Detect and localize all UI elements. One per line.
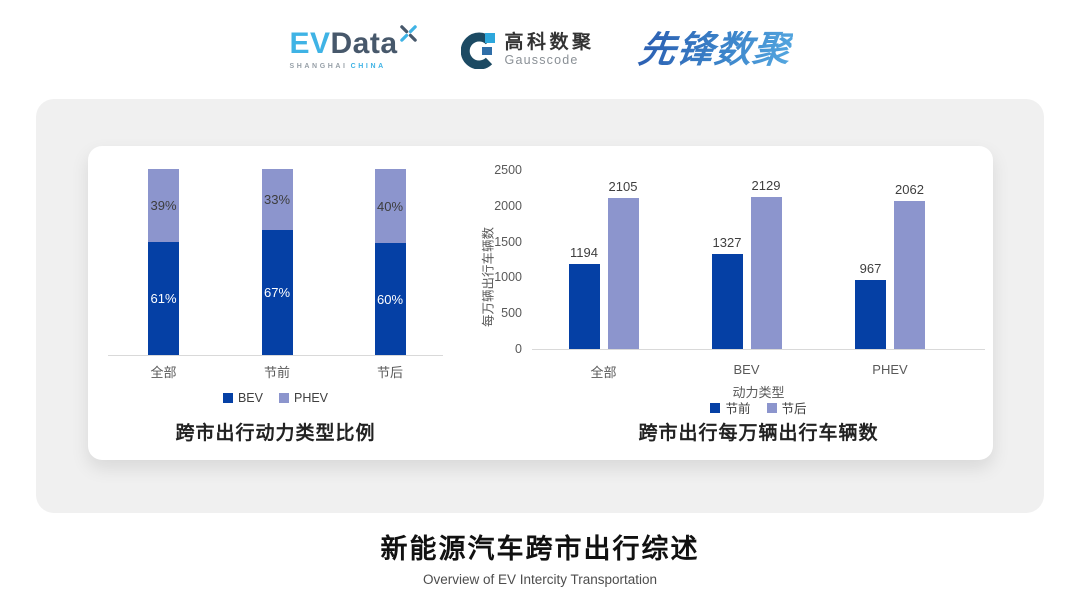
legend-swatch [222, 393, 233, 403]
bar-value-label: 1327 [712, 235, 742, 250]
bar-value-label: 967 [859, 261, 882, 276]
category-label: PHEV [872, 362, 908, 377]
y-tick-label: 1500 [494, 234, 522, 249]
gausscode-logo: 高科数聚 Gausscode [460, 31, 595, 69]
legend-label: 节后 [781, 402, 807, 416]
legend: 节前 节后 [532, 398, 985, 417]
bar-value-label: 2062 [895, 182, 924, 197]
stacked-bar: 33% 67% [261, 169, 293, 355]
y-axis-title: 每万辆出行车辆数 [481, 226, 496, 328]
y-tick-label: 1000 [494, 270, 522, 285]
page-title: 新能源汽车跨市出行综述 [380, 534, 700, 564]
gausscode-en-name: Gausscode [504, 53, 579, 68]
gausscode-cn-name: 高科数聚 [504, 31, 595, 53]
category-label: 节前 [263, 365, 290, 380]
legend-item: 节前 [710, 398, 751, 417]
legend-item: 节后 [766, 398, 807, 417]
grouped-bar [711, 254, 743, 349]
charts-panel: 39% 61% 33% 67% 40% 60% 全部 节前 节后 BEV PHEV 跨市出行动力类型比… [88, 146, 993, 460]
chart-title: 跨市出行每万辆出行车辆数 [638, 423, 879, 444]
footer: 新能源汽车跨市出行综述 Overview of EV Intercity Tra… [0, 527, 1080, 587]
category-label: 全部 [150, 365, 177, 380]
evdata-wordmark: EVData [289, 25, 417, 60]
category-label: BEV [733, 362, 760, 377]
grouped-bar [855, 280, 886, 349]
category-label: 全部 [590, 365, 617, 380]
content-card: 39% 61% 33% 67% 40% 60% 全部 节前 节后 BEV PHEV 跨市出行动力类型比… [36, 99, 1044, 513]
y-tick-label: 2500 [494, 163, 522, 177]
bar-value-label: 2129 [751, 178, 781, 193]
legend-swatch [710, 402, 721, 413]
logo-header: EVData SHANGHAI CHINA 高科数聚 Gausscode 先锋数聚 [0, 0, 1080, 99]
page-subtitle: Overview of EV Intercity Transportation [422, 572, 658, 587]
x-axis-title: 动力类型 [732, 385, 785, 400]
bar-value-label: 1194 [570, 245, 598, 260]
pioneer-wordmark: 先锋数聚 [635, 29, 794, 70]
evdata-x-star-icon [399, 25, 417, 42]
y-tick-label: 2000 [494, 198, 522, 213]
grouped-bar [750, 197, 782, 349]
legend-label: PHEV [293, 391, 329, 405]
evdata-tagline-shanghai: SHANGHAI [289, 63, 348, 70]
phev-segment: 33% [261, 169, 293, 231]
category-label: 节后 [376, 365, 403, 380]
legend-item: BEV [222, 391, 263, 405]
stacked-bar: 40% 60% [374, 169, 406, 355]
left-plot-area: 39% 61% 33% 67% 40% 60% [108, 169, 443, 356]
y-tick-label: 500 [501, 306, 522, 321]
legend: BEV PHEV [108, 391, 443, 405]
bev-segment: 61% [148, 241, 179, 355]
evdata-logo: EVData SHANGHAI CHINA [289, 25, 417, 70]
gausscode-text: 高科数聚 Gausscode [505, 32, 595, 68]
y-tick-label: 0 [515, 342, 522, 356]
evdata-data-text: Data [330, 27, 398, 60]
phev-segment: 40% [374, 169, 406, 244]
legend-label: BEV [237, 391, 263, 405]
grouped-bar-chart: 1194 2105 1327 2129 967 2062 0 500 1000 1500 2000 2… [460, 146, 993, 460]
legend-label: 节前 [725, 402, 751, 416]
gausscode-g-icon [460, 32, 495, 69]
stacked-bar-chart: 39% 61% 33% 67% 40% 60% 全部 节前 节后 BEV PHEV 跨市出行动力类型比… [88, 146, 460, 460]
bev-segment: 67% [261, 230, 293, 355]
bev-segment: 60% [374, 243, 406, 355]
stacked-bar: 39% 61% [148, 169, 179, 355]
evdata-ev-text: EV [289, 27, 331, 60]
legend-swatch [766, 402, 777, 413]
legend-swatch [278, 393, 289, 403]
evdata-tagline: SHANGHAI CHINA [289, 63, 385, 70]
phev-segment: 39% [148, 169, 179, 242]
bar-value-label: 2105 [608, 179, 638, 194]
evdata-tagline-china: CHINA [350, 63, 386, 70]
right-plot-area: 1194 2105 1327 2129 967 2062 [532, 171, 985, 350]
grouped-bar [607, 198, 639, 349]
legend-item: PHEV [278, 391, 329, 405]
grouped-bar [568, 264, 600, 349]
grouped-bar [894, 201, 925, 349]
chart-title: 跨市出行动力类型比例 [175, 423, 376, 444]
